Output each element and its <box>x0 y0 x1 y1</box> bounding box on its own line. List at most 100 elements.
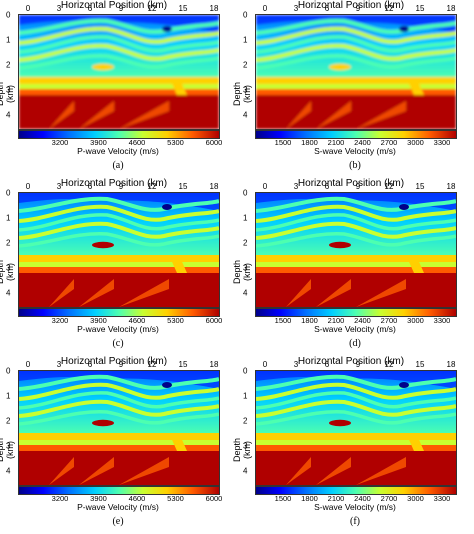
y-tick-label: 4 <box>243 466 248 476</box>
mid-layer-a <box>19 77 219 84</box>
x-axis-title: Horizontal Position (km) <box>297 178 405 189</box>
y-axis-title: Depth (km) <box>232 81 252 107</box>
velocity-field <box>19 193 219 307</box>
near-surface-layer <box>19 371 219 389</box>
colorbar <box>18 308 220 317</box>
x-tick-label: 18 <box>446 182 456 191</box>
fault-block <box>406 433 424 451</box>
x-axis-title: Horizontal Position (km) <box>60 356 168 367</box>
folded-layer-1 <box>256 196 456 213</box>
low-velocity-lens <box>399 382 409 388</box>
fault-wedge-3 <box>356 457 406 485</box>
folded-layer-1 <box>19 374 219 391</box>
colorbar-tick-label: 2400 <box>354 494 371 503</box>
high-velocity-lens <box>329 241 351 249</box>
folded-layer-2 <box>19 204 219 223</box>
deep-layer <box>19 273 219 307</box>
velocity-field <box>256 15 456 129</box>
y-tick-label: 2 <box>243 416 248 426</box>
colorbar-tick-label: 3000 <box>407 494 424 503</box>
mid-layer-c <box>19 267 219 273</box>
near-surface-layer <box>19 193 219 211</box>
x-tick-label: 15 <box>178 182 188 191</box>
colorbar-tick-label: 2400 <box>354 138 371 147</box>
mid-layer-c <box>256 89 456 95</box>
x-tick-label: 3 <box>56 4 62 13</box>
near-surface-layer <box>19 15 219 33</box>
x-tick-label: 3 <box>293 182 299 191</box>
high-velocity-lens <box>92 63 114 71</box>
mid-layer-a <box>256 77 456 84</box>
mid-layer-b <box>19 84 219 89</box>
x-tick-label: 0 <box>25 360 31 369</box>
colorbar-tick-label: 2100 <box>327 316 345 325</box>
colorbar-tick-label: 2700 <box>380 494 398 503</box>
fault-wedge-3 <box>119 101 169 129</box>
colorbar-title: P-wave Velocity (m/s) <box>77 324 159 334</box>
fault-wedge-3 <box>119 279 169 307</box>
y-tick-label: 3 <box>6 441 11 451</box>
panel-a: Horizontal Position (km) 0 3 6 9 12 15 18 0 1 2 3 4 D… <box>0 0 237 178</box>
colorbar-tick-label: 3000 <box>407 138 424 147</box>
folded-layer-4 <box>256 399 456 418</box>
x-tick-label: 6 <box>87 360 93 369</box>
mid-layer-b <box>256 440 456 445</box>
folded-layer-3 <box>256 35 456 54</box>
colorbar-tick-label: 4600 <box>128 316 146 325</box>
x-axis-title: Horizontal Position (km) <box>297 0 405 11</box>
x-tick-label: 15 <box>415 4 425 13</box>
x-tick-label: 12 <box>147 182 157 191</box>
y-tick-label: 4 <box>6 466 11 476</box>
colorbar-title: S-wave Velocity (m/s) <box>314 146 396 156</box>
mid-layer-a <box>19 255 219 262</box>
colorbar-tick-label: 2100 <box>327 138 345 147</box>
colorbar-title: S-wave Velocity (m/s) <box>314 324 396 334</box>
colorbar <box>255 130 457 139</box>
y-tick-label: 0 <box>6 188 11 198</box>
colorbar <box>18 130 220 139</box>
low-velocity-lens <box>399 204 409 210</box>
folded-layer-3 <box>256 391 456 410</box>
y-axis-title: Depth (km) <box>0 81 15 107</box>
x-tick-label: 6 <box>324 360 330 369</box>
mid-layer-b <box>256 84 456 89</box>
folded-layer-1 <box>19 18 219 35</box>
fault-wedge-3 <box>356 279 406 307</box>
folded-layer-2 <box>256 26 456 45</box>
x-tick-label: 12 <box>147 4 157 13</box>
folded-layer-2 <box>256 204 456 223</box>
deep-layer <box>256 95 456 129</box>
x-axis-title: Horizontal Position (km) <box>60 0 168 11</box>
colorbar-tick-label: 6000 <box>205 494 223 503</box>
colorbar-tick-label: 1800 <box>301 494 318 503</box>
high-velocity-lens <box>92 241 114 249</box>
velocity-model-plot <box>18 14 220 130</box>
velocity-model-plot <box>255 370 457 486</box>
x-tick-label: 9 <box>118 4 124 13</box>
fault-wedge-2 <box>316 279 351 307</box>
fault-wedge-2 <box>79 279 114 307</box>
velocity-model-plot <box>18 370 220 486</box>
panel-label: (f) <box>350 516 360 527</box>
fault-wedge-1 <box>49 101 74 129</box>
x-tick-label: 9 <box>118 360 124 369</box>
x-axis-title: Horizontal Position (km) <box>297 356 405 367</box>
x-tick-label: 18 <box>446 4 456 13</box>
deep-layer <box>256 451 456 485</box>
colorbar-tick-label: 3300 <box>433 494 451 503</box>
y-tick-label: 2 <box>6 60 11 70</box>
y-tick-label: 2 <box>6 416 11 426</box>
mid-layer-c <box>256 445 456 451</box>
colorbar-tick-label: 4600 <box>128 494 146 503</box>
x-tick-label: 0 <box>262 182 268 191</box>
x-tick-label: 0 <box>25 4 31 13</box>
colorbar-tick-label: 2400 <box>354 316 371 325</box>
x-tick-label: 0 <box>262 360 268 369</box>
x-tick-label: 0 <box>25 182 31 191</box>
colorbar <box>255 308 457 317</box>
fault-wedge-2 <box>316 101 351 129</box>
velocity-model-plot <box>255 14 457 130</box>
x-tick-label: 18 <box>209 182 219 191</box>
fault-wedge-2 <box>79 457 114 485</box>
mid-layer-b <box>19 440 219 445</box>
